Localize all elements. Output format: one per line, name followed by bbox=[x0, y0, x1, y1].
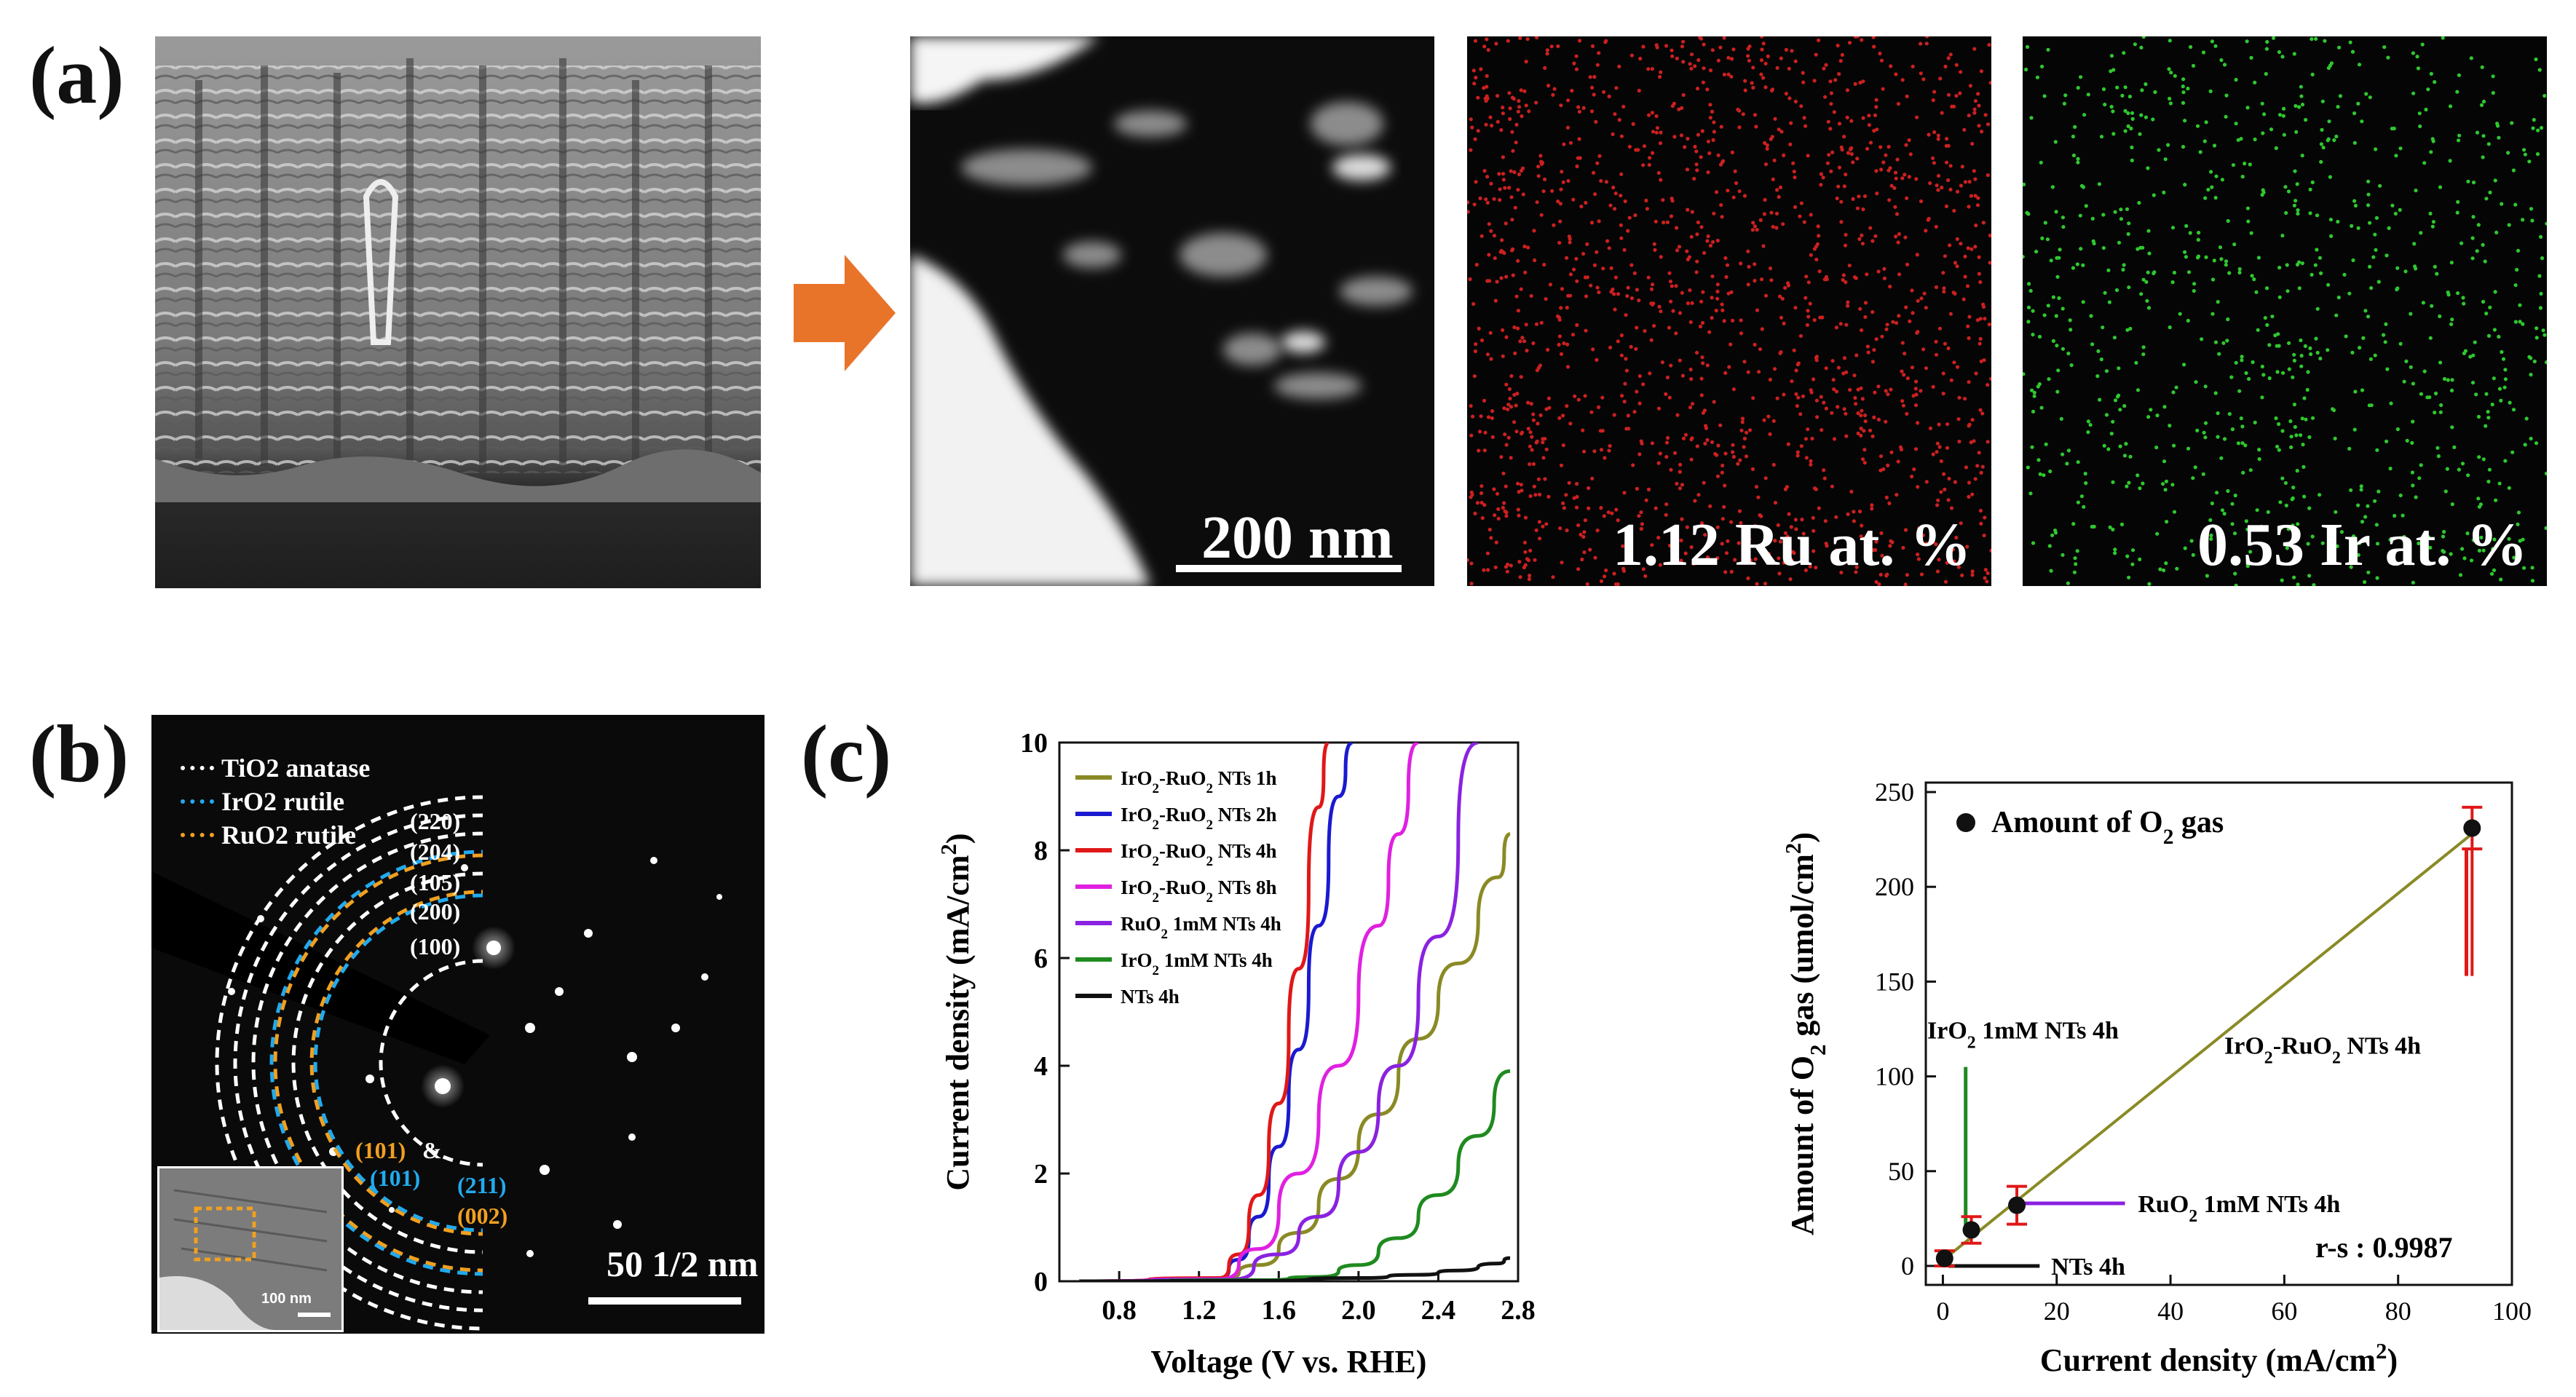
ru-elemental-map: 1.12 Ru at. % bbox=[1467, 36, 1991, 586]
arrow-right-icon bbox=[794, 255, 896, 371]
legend-label: IrO2 rutile bbox=[221, 787, 344, 816]
y-tick-label: 8 bbox=[1034, 836, 1048, 866]
x-tick-label: 100 bbox=[2492, 1297, 2532, 1326]
index-200: (200) bbox=[410, 898, 461, 925]
legend-label: IrO2-RuO2 NTs 4h bbox=[1121, 840, 1277, 869]
fit-line bbox=[1942, 832, 2473, 1262]
index-211: (211) bbox=[457, 1172, 507, 1198]
legend-item-iro2: IrO2 rutile bbox=[181, 785, 370, 818]
data-point bbox=[2008, 1196, 2026, 1214]
index-100: (100) bbox=[410, 933, 461, 959]
y-tick-label: 100 bbox=[1875, 1062, 1914, 1091]
legend-item-tio2: TiO2 anatase bbox=[181, 751, 370, 785]
ir-map-label: 0.53 Ir at. % bbox=[2197, 511, 2528, 579]
series-line bbox=[1079, 1256, 1511, 1281]
map-dots bbox=[2023, 36, 2547, 586]
tem-scale-bar-label: 200 nm bbox=[1201, 504, 1394, 571]
x-tick-label: 20 bbox=[2044, 1297, 2070, 1326]
y-tick-label: 250 bbox=[1875, 777, 1914, 807]
index-101-ruo2: (101) bbox=[355, 1137, 406, 1163]
legend-marker bbox=[1956, 813, 1975, 832]
o2-legend-label: Amount of O2 gas bbox=[1991, 806, 2224, 849]
data-point bbox=[1935, 1249, 1953, 1267]
y-tick-label: 50 bbox=[1888, 1157, 1914, 1186]
y-tick-label: 2 bbox=[1034, 1159, 1048, 1190]
ru-map-label: 1.12 Ru at. % bbox=[1613, 511, 1972, 579]
o2-y-axis-label: Amount of O2 gas (umol/cm2) bbox=[1781, 832, 1830, 1235]
legend-label: IrO2 1mM NTs 4h bbox=[1121, 949, 1273, 978]
x-tick-label: 40 bbox=[2157, 1297, 2184, 1326]
lsv-legend: IrO2-RuO2 NTs 1h IrO2-RuO2 NTs 2h IrO2-RuO… bbox=[1075, 767, 1281, 1008]
o2-x-axis-label: Current density (mA/cm2) bbox=[2040, 1339, 2398, 1378]
x-tick-label: 1.2 bbox=[1182, 1295, 1217, 1326]
map-dots bbox=[1467, 36, 1991, 586]
x-tick-label: 2.0 bbox=[1341, 1295, 1376, 1326]
annotation-nts: NTs 4h bbox=[2051, 1254, 2125, 1281]
ir-elemental-map: 0.53 Ir at. % bbox=[2023, 36, 2547, 586]
legend-label: RuO2 rutile bbox=[221, 820, 356, 850]
x-tick-label: 60 bbox=[2271, 1297, 2297, 1326]
legend-label: NTs 4h bbox=[1121, 986, 1180, 1008]
annotation-iro2: IrO2 1mM NTs 4h bbox=[1927, 1018, 2119, 1053]
y-tick-label: 200 bbox=[1875, 872, 1914, 901]
x-tick-label: 0.8 bbox=[1102, 1295, 1137, 1326]
r-squared-label: r-s : 0.9987 bbox=[2315, 1231, 2452, 1264]
legend-label: RuO2 1mM NTs 4h bbox=[1121, 913, 1281, 942]
legend-label: TiO2 anatase bbox=[221, 753, 371, 783]
lsv-y-axis-label: Current density (mA/cm2) bbox=[936, 833, 976, 1190]
saed-pattern: TiO2 anatase IrO2 rutile RuO2 rutile (22… bbox=[151, 715, 764, 1334]
saed-legend: TiO2 anatase IrO2 rutile RuO2 rutile bbox=[181, 751, 370, 852]
lsv-series-group bbox=[1079, 743, 1511, 1281]
y-tick-label: 6 bbox=[1034, 943, 1048, 974]
o2-gas-chart: 0 20 40 60 80 100 0 50 100 150 200 250 Current densi… bbox=[1781, 777, 2532, 1378]
panel-label-b: (b) bbox=[29, 709, 129, 799]
legend-swatch bbox=[181, 833, 214, 837]
inset-scale-label: 100 nm bbox=[261, 1291, 312, 1307]
legend-item-ruo2: RuO2 rutile bbox=[181, 818, 370, 852]
lsv-x-axis-label: Voltage (V vs. RHE) bbox=[1151, 1344, 1427, 1380]
panel-label-a: (a) bbox=[29, 31, 125, 121]
lsv-chart: 0.8 1.2 1.6 2.0 2.4 2.8 0 2 4 6 8 10 Voltage (V vs. … bbox=[936, 728, 1536, 1380]
legend-swatch bbox=[181, 766, 214, 770]
data-point bbox=[2463, 819, 2481, 837]
annotation-ruo2: RuO2 1mM NTs 4h bbox=[2138, 1191, 2340, 1226]
series-line bbox=[1079, 832, 1511, 1281]
o2-plot-frame bbox=[1924, 781, 2513, 1286]
index-101-iro2: (101) bbox=[370, 1165, 421, 1191]
y-tick-label: 150 bbox=[1875, 967, 1914, 996]
legend-label: IrO2-RuO2 NTs 8h bbox=[1121, 876, 1277, 906]
saed-scale-bar-label: 50 1/2 nm bbox=[607, 1243, 759, 1284]
index-ampersand: & bbox=[422, 1137, 442, 1163]
y-tick-label: 0 bbox=[1034, 1267, 1048, 1297]
x-tick-label: 1.6 bbox=[1262, 1295, 1297, 1326]
tem-image: 200 nm bbox=[910, 36, 1434, 586]
x-tick-label: 2.8 bbox=[1501, 1295, 1536, 1326]
panel-label-c: (c) bbox=[801, 709, 892, 799]
y-tick-label: 0 bbox=[1901, 1251, 1914, 1281]
index-002: (002) bbox=[457, 1203, 508, 1229]
index-220: (220) bbox=[410, 808, 461, 834]
legend-label: IrO2-RuO2 NTs 1h bbox=[1121, 767, 1277, 796]
data-point bbox=[1962, 1221, 1980, 1239]
sem-nanotube-image bbox=[155, 36, 761, 588]
index-105: (105) bbox=[410, 869, 461, 895]
y-tick-label: 10 bbox=[1020, 728, 1048, 759]
x-tick-label: 2.4 bbox=[1421, 1295, 1456, 1326]
x-tick-label: 0 bbox=[1936, 1297, 1949, 1326]
x-tick-label: 80 bbox=[2385, 1297, 2411, 1326]
y-tick-label: 4 bbox=[1034, 1051, 1048, 1082]
annotation-iro2-ruo2: IrO2-RuO2 NTs 4h bbox=[2224, 1032, 2421, 1067]
index-204: (204) bbox=[410, 839, 461, 865]
legend-swatch bbox=[181, 799, 214, 804]
legend-label: IrO2-RuO2 NTs 2h bbox=[1121, 804, 1277, 833]
tem-inset: 100 nm bbox=[157, 1166, 344, 1332]
